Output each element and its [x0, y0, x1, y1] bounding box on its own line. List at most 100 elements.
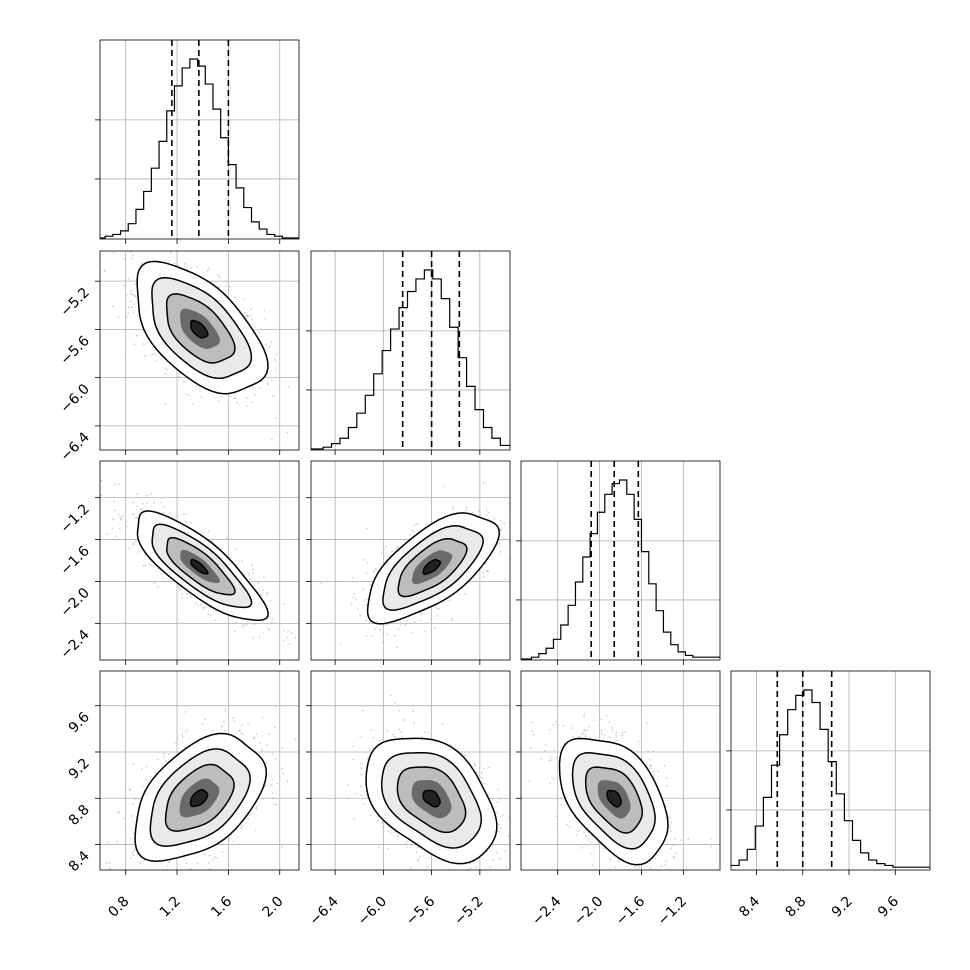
- scatter-point: [204, 606, 207, 609]
- scatter-point: [401, 736, 403, 739]
- scatter-point: [184, 512, 187, 515]
- scatter-point: [287, 630, 290, 633]
- scatter-point: [428, 856, 430, 859]
- scatter-point: [586, 729, 588, 732]
- scatter-point: [109, 867, 111, 870]
- scatter-point: [145, 779, 148, 781]
- scatter-point: [270, 341, 273, 343]
- scatter-point: [397, 628, 400, 630]
- hist-panel-0: [95, 39, 300, 244]
- density-contour: [189, 789, 209, 808]
- scatter-point: [351, 758, 354, 761]
- scatter-point: [481, 777, 484, 779]
- scatter-point: [498, 823, 500, 826]
- y-tick-label: −5.2: [57, 285, 92, 320]
- y-tick-label: −1.2: [57, 501, 92, 536]
- scatter-point: [359, 735, 362, 738]
- scatter-point: [370, 729, 373, 731]
- scatter-point: [223, 729, 226, 732]
- scatter-point: [540, 757, 542, 760]
- scatter-point: [146, 502, 149, 505]
- scatter-point: [241, 560, 243, 563]
- x-tick-label: 1.2: [157, 894, 184, 921]
- scatter-point: [669, 816, 671, 819]
- scatter-point: [406, 846, 408, 849]
- scatter-point: [163, 755, 166, 758]
- scatter-point: [197, 604, 200, 607]
- scatter-point: [166, 368, 169, 371]
- scatter-point: [454, 878, 456, 880]
- scatter-point: [246, 315, 249, 318]
- scatter-point: [270, 784, 273, 786]
- scatter-point: [127, 306, 130, 309]
- scatter-point: [274, 622, 276, 625]
- scatter-point: [186, 597, 189, 600]
- scatter-point: [424, 524, 427, 527]
- scatter-point: [143, 859, 146, 862]
- scatter-point: [482, 767, 485, 770]
- scatter-point: [449, 743, 452, 746]
- scatter-point: [300, 363, 302, 365]
- y-tick-label: −6.0: [57, 381, 92, 416]
- scatter-point: [496, 801, 499, 804]
- scatter-point: [437, 884, 439, 886]
- scatter-point: [433, 627, 436, 630]
- scatter-point: [108, 862, 111, 864]
- scatter-point: [247, 572, 250, 575]
- scatter-point: [207, 530, 210, 533]
- scatter-point: [240, 732, 243, 734]
- x-tick-label: 0.8: [105, 894, 132, 921]
- scatter-point: [393, 735, 396, 738]
- scatter-point: [164, 367, 167, 370]
- scatter-point: [247, 818, 250, 820]
- scatter-point: [161, 577, 164, 579]
- scatter-point: [377, 846, 380, 849]
- scatter-point: [577, 830, 580, 832]
- scatter-point: [501, 536, 504, 539]
- scatter-point: [125, 315, 128, 318]
- scatter-point: [221, 851, 224, 853]
- scatter-point: [168, 861, 170, 864]
- scatter-point: [169, 251, 172, 254]
- scatter-point: [216, 856, 219, 859]
- scatter-point: [442, 485, 445, 488]
- scatter-point: [181, 735, 184, 738]
- scatter-point: [283, 603, 285, 605]
- scatter-point: [369, 583, 372, 586]
- scatter-point: [133, 303, 135, 305]
- scatter-point: [503, 522, 505, 525]
- scatter-point: [271, 792, 274, 795]
- scatter-point: [471, 511, 474, 514]
- scatter-point: [198, 389, 201, 391]
- scatter-point: [271, 778, 274, 781]
- scatter-point: [162, 511, 165, 514]
- scatter-point: [556, 823, 559, 825]
- scatter-point: [180, 597, 183, 599]
- scatter-point: [136, 505, 139, 507]
- scatter-point: [353, 593, 356, 595]
- scatter-point: [362, 600, 365, 603]
- scatter-point: [365, 604, 368, 607]
- joint-panel-2-1: [306, 460, 511, 665]
- scatter-point: [76, 482, 78, 484]
- scatter-point: [498, 542, 501, 545]
- scatter-point: [499, 827, 502, 830]
- scatter-point: [181, 733, 184, 736]
- scatter-point: [381, 632, 384, 635]
- scatter-point: [634, 866, 637, 869]
- scatter-point: [675, 852, 678, 855]
- x-tick-label: −5.2: [451, 894, 486, 929]
- scatter-point: [393, 634, 396, 637]
- scatter-point: [253, 736, 256, 739]
- scatter-point: [405, 622, 408, 624]
- scatter-point: [374, 567, 377, 570]
- scatter-point: [362, 588, 364, 590]
- scatter-point: [142, 503, 145, 505]
- scatter-point: [268, 346, 271, 348]
- scatter-point: [399, 623, 402, 626]
- scatter-point: [420, 888, 422, 890]
- scatter-point: [261, 750, 264, 753]
- scatter-point: [512, 779, 514, 781]
- scatter-point: [499, 550, 502, 553]
- scatter-point: [134, 517, 137, 519]
